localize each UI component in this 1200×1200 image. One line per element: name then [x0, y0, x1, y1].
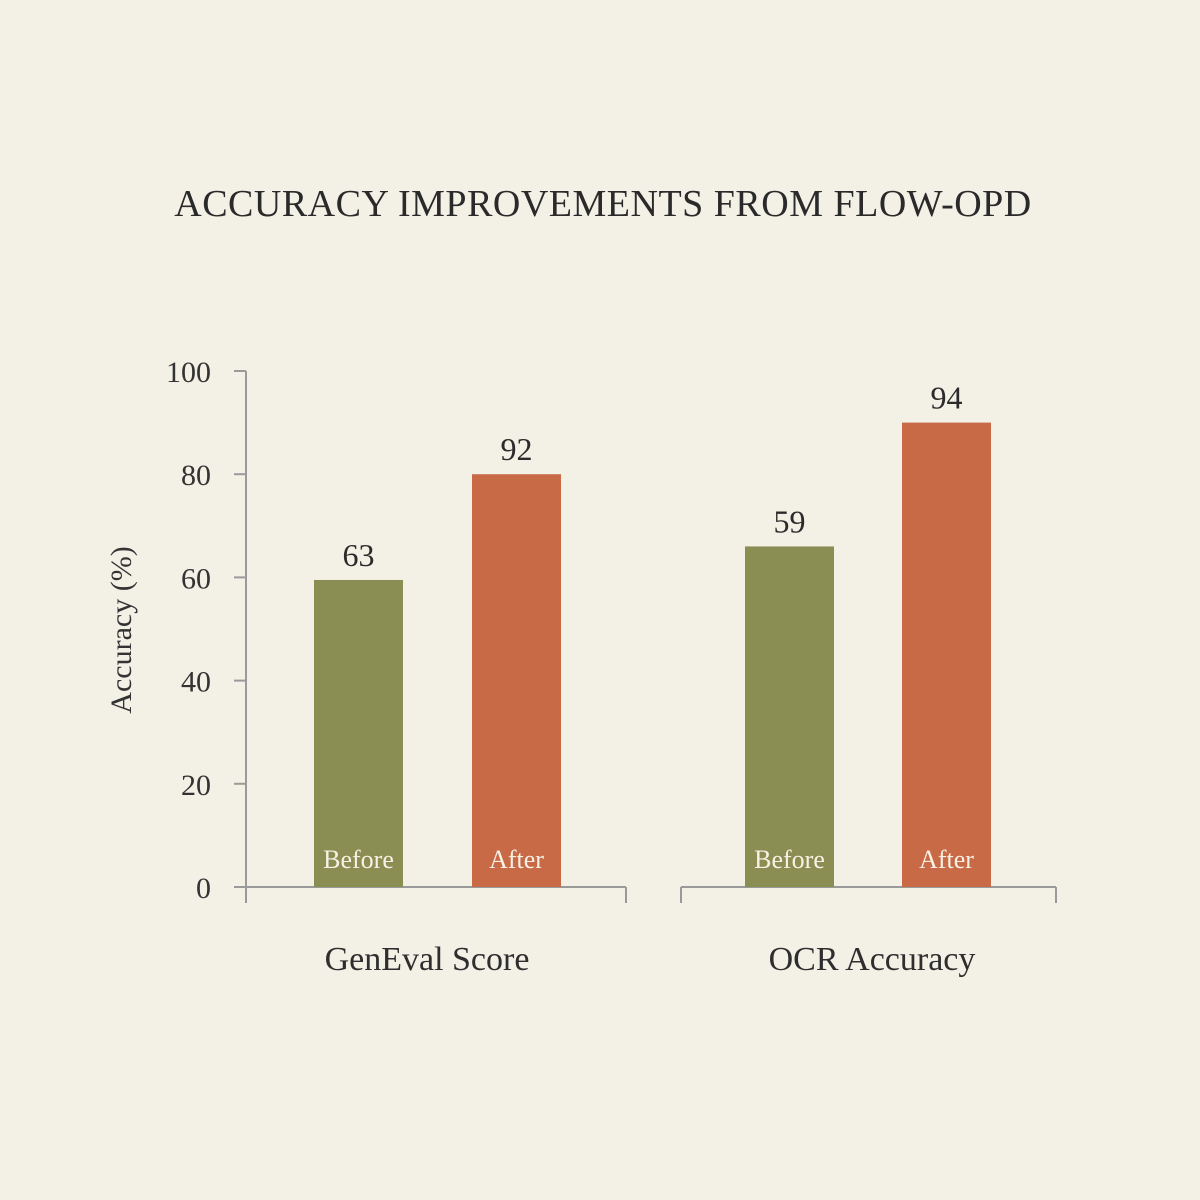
y-axis-label: Accuracy (%) — [105, 546, 138, 713]
bar-label: Before — [323, 845, 394, 874]
chart-title: ACCURACY IMPROVEMENTS FROM FLOW-OPD — [174, 183, 1032, 225]
y-tick-label: 20 — [181, 769, 211, 802]
bar-after — [902, 422, 991, 887]
data-label: 63 — [343, 537, 375, 573]
bar-label: After — [919, 845, 974, 874]
y-tick-label: 0 — [196, 872, 211, 905]
category-label: GenEval Score — [325, 941, 530, 978]
bar-after — [472, 474, 561, 887]
data-label: 92 — [501, 431, 533, 467]
bar-before — [314, 579, 403, 887]
data-label: 94 — [931, 380, 963, 416]
category-label: OCR Accuracy — [769, 941, 976, 978]
y-tick-label: 60 — [181, 562, 211, 595]
bar-label: Before — [754, 845, 825, 874]
bars — [314, 422, 991, 887]
data-label: 59 — [774, 503, 806, 539]
y-tick-label: 40 — [181, 666, 211, 699]
labels: 0 20 40 60 80 100 63 Before 92 After GenEval Score… — [166, 356, 975, 978]
bar-before — [745, 546, 834, 887]
y-tick-label: 100 — [166, 356, 211, 389]
y-tick-label: 80 — [181, 459, 211, 492]
bar-label: After — [489, 845, 544, 874]
